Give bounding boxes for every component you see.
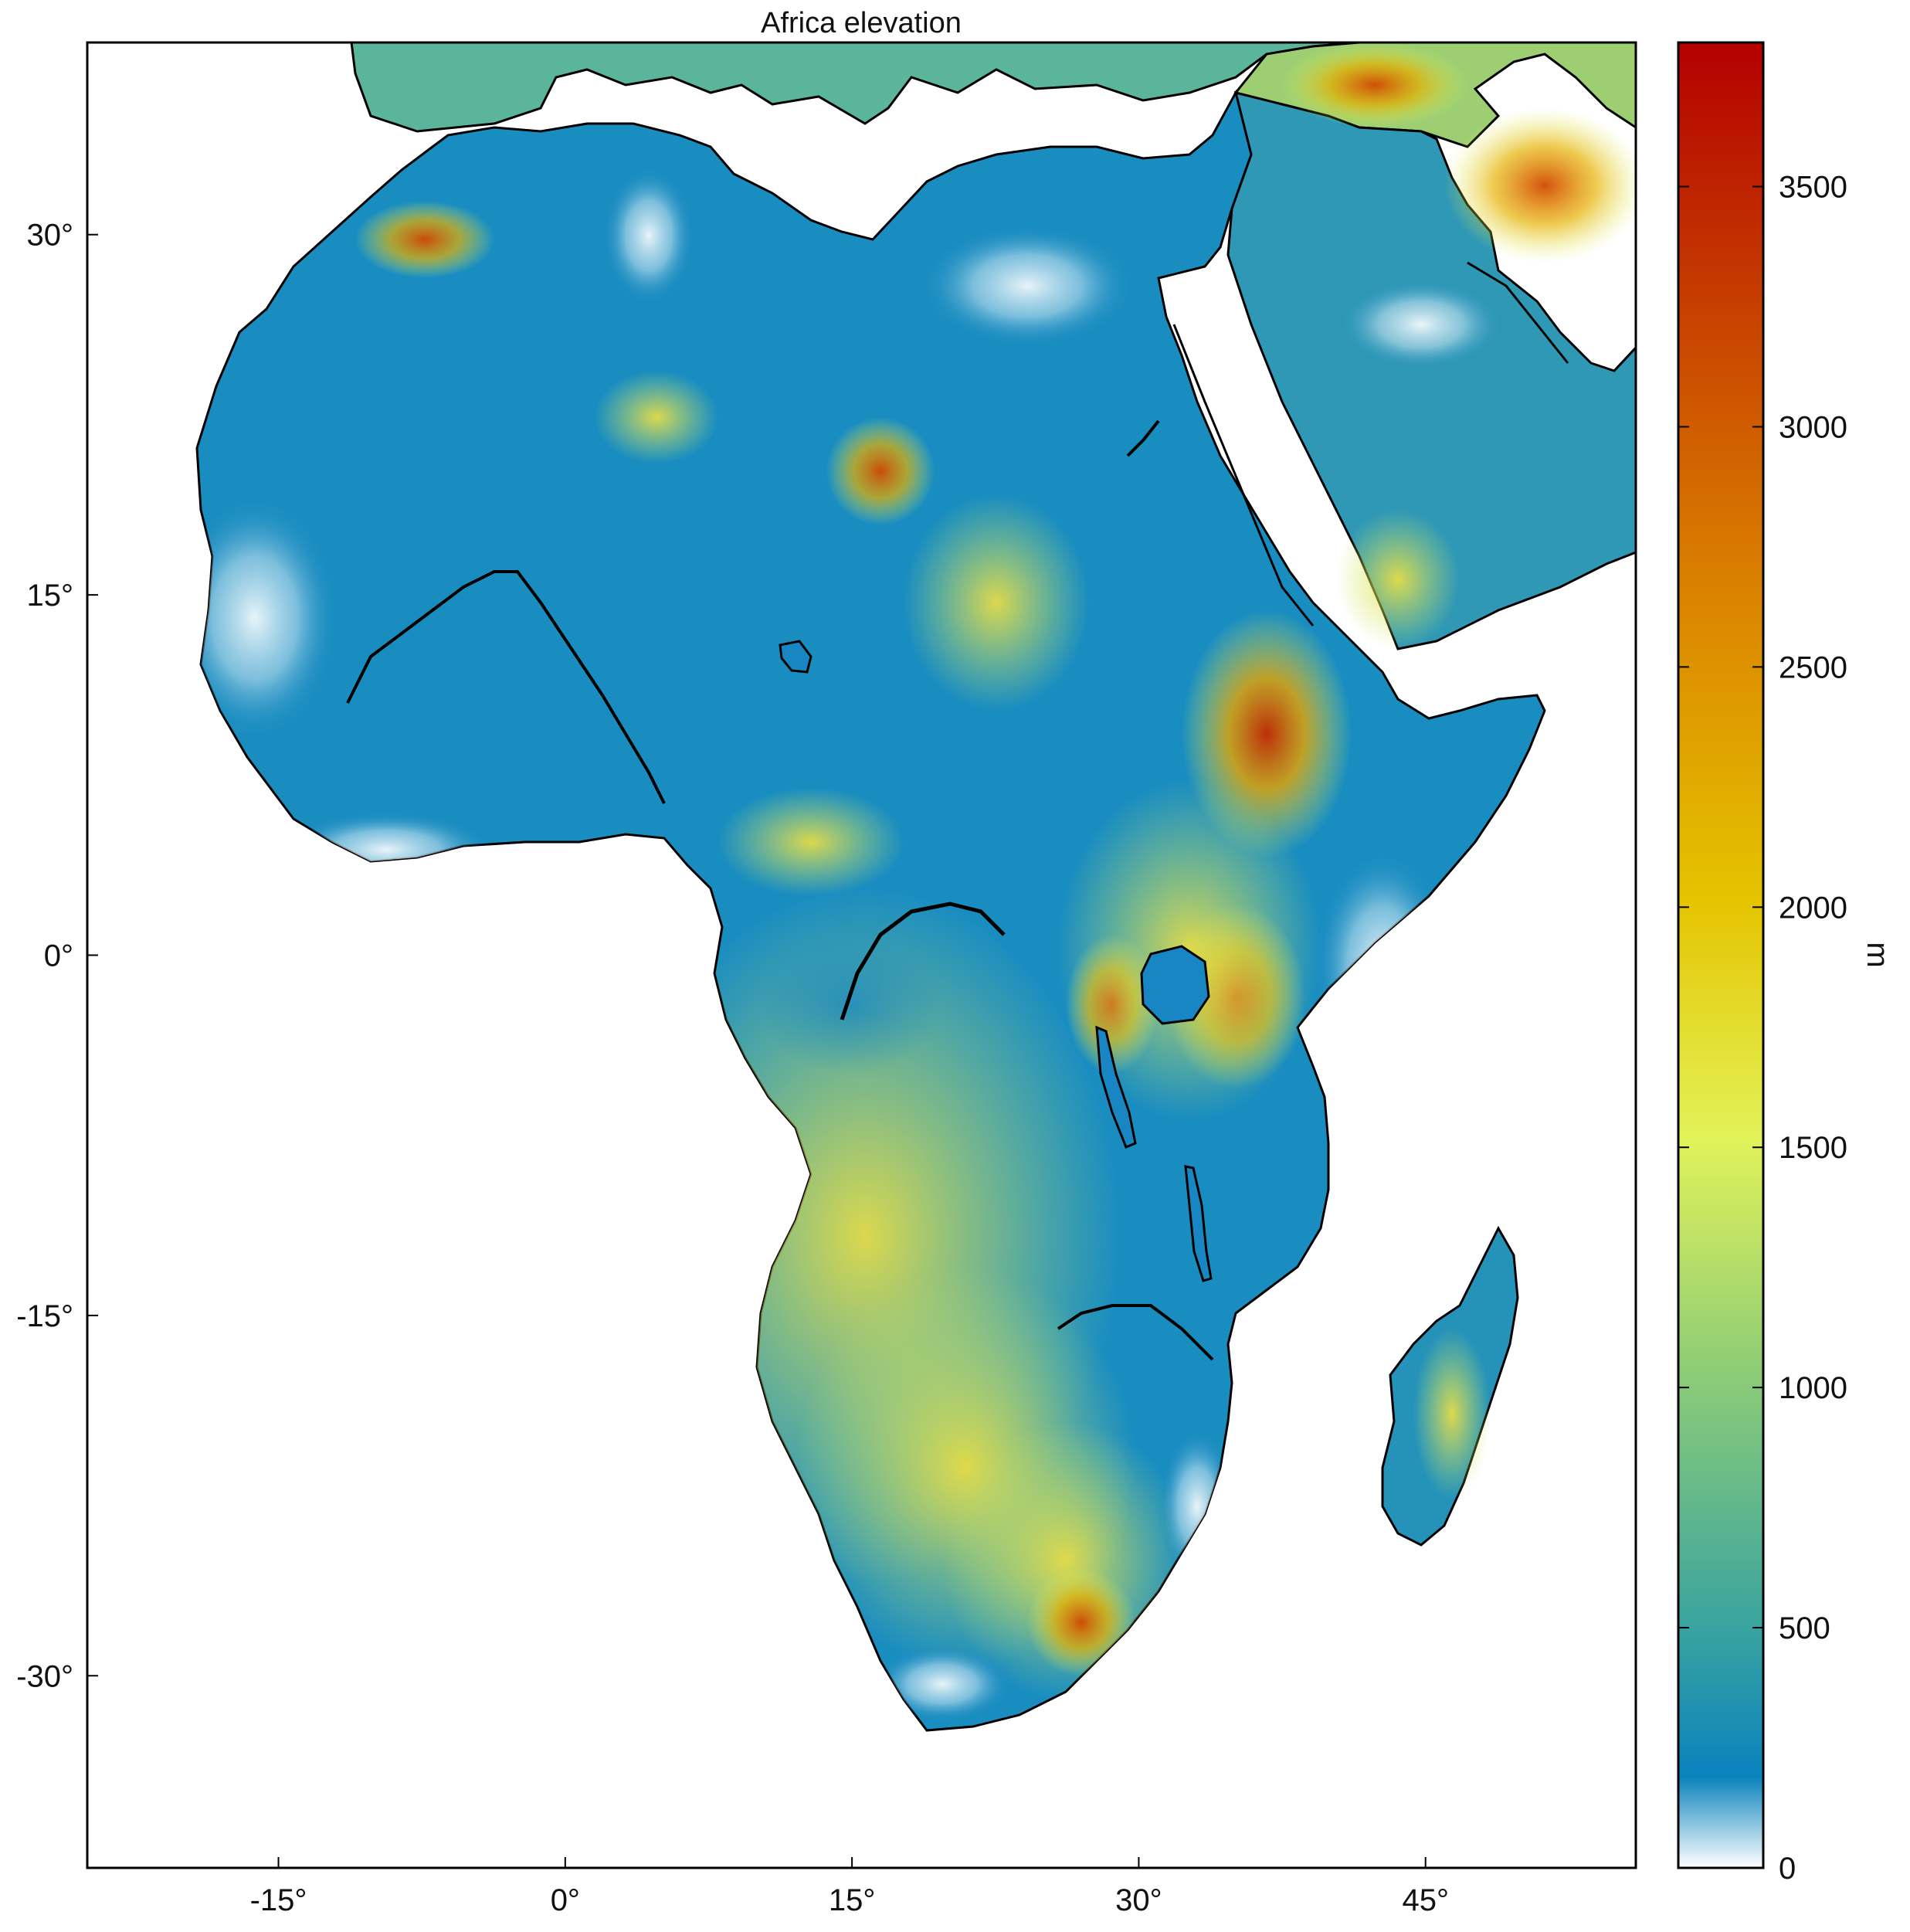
colorbar-frame <box>1677 41 1765 1869</box>
lake-malawi <box>1184 1165 1213 1282</box>
x-tick-label: 15° <box>829 1883 876 1917</box>
colorbar-tick-label: 3000 <box>1779 410 1847 444</box>
colorbar-tick-label: 1500 <box>1779 1131 1847 1165</box>
map-plot-area <box>87 42 1636 1868</box>
x-tick-label: 45° <box>1402 1883 1449 1917</box>
y-tick-label: 30° <box>27 219 74 253</box>
lake-tanganyika <box>1095 1025 1137 1149</box>
x-tick-label: 30° <box>1115 1883 1162 1917</box>
colorbar-ticks: 0 500 1000 1500 2000 2500 3000 3500 <box>1678 171 1847 1886</box>
lake-victoria <box>1140 945 1210 1025</box>
map-title: Africa elevation <box>761 7 962 39</box>
arabia-lowland-shading <box>1336 278 1506 371</box>
x-tick-label: 0° <box>551 1883 580 1917</box>
x-tick-label: -15° <box>250 1883 307 1917</box>
lake-chad <box>779 640 813 674</box>
colorbar-tick-label: 3500 <box>1779 171 1847 205</box>
y-tick-label: 0° <box>44 939 73 973</box>
river-niger <box>346 570 666 804</box>
yemen-highland-shading <box>1336 510 1460 649</box>
iran-highland-shading <box>1444 108 1636 263</box>
river-zambezi <box>1057 1304 1214 1361</box>
y-tick-label: 15° <box>27 579 74 613</box>
colorbar-tick-label: 2000 <box>1779 891 1847 925</box>
colorbar-tick-label: 2500 <box>1779 650 1847 684</box>
madagascar-highland-shading <box>1413 1329 1491 1499</box>
latitude-axis: 30° 15° 0° -15° -30° <box>16 219 98 1693</box>
colorbar-tick-label: 0 <box>1779 1852 1796 1886</box>
river-congo <box>840 901 1006 1020</box>
river-nile-delta-sudd <box>1126 419 1160 457</box>
europe-landmass <box>350 42 1360 133</box>
persian-gulf-coast <box>1467 261 1569 364</box>
y-tick-label: -30° <box>16 1659 73 1693</box>
anatolia-highland-shading <box>1282 42 1467 127</box>
y-tick-label: -15° <box>16 1299 73 1333</box>
colorbar-tick-label: 500 <box>1779 1611 1830 1645</box>
arabia-landmass <box>1226 90 1636 650</box>
longitude-axis: -15° 0° 15° 30° 45° <box>250 1857 1449 1917</box>
colorbar-tick-label: 1000 <box>1779 1371 1847 1405</box>
red-sea-coast <box>1172 324 1315 626</box>
colorbar-unit-label: m <box>1861 942 1895 967</box>
colorbar <box>1678 42 1763 1868</box>
